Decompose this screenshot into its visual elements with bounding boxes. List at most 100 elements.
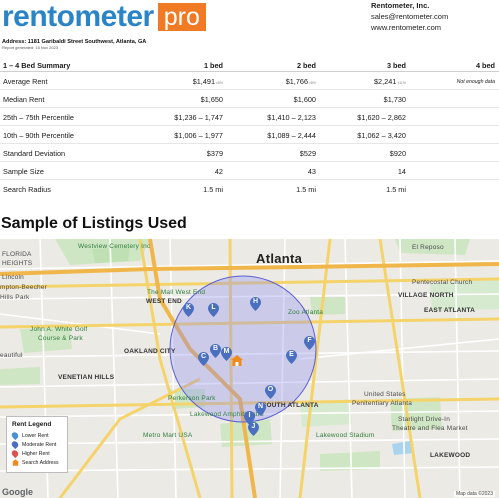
search-address-house-icon[interactable] xyxy=(231,355,243,366)
table-row: 10th – 90th Percentile $1,006 – 1,977 $1… xyxy=(0,126,499,144)
cell-2bed: $1,089 – 2,444 xyxy=(267,131,316,140)
rentometer-logo: rentometer pro xyxy=(2,2,206,32)
cell-3bed: $2,241±11% xyxy=(374,77,406,86)
pin-label: N xyxy=(257,403,264,410)
row-label: 10th – 90th Percentile xyxy=(3,131,74,140)
pin-label: C xyxy=(200,353,207,360)
google-logo: Google xyxy=(2,487,33,497)
map-label-lakewood-heights: LAKEWOOD xyxy=(430,452,471,459)
listing-pin[interactable]: B xyxy=(210,344,221,358)
table-header-4bed: 4 bed xyxy=(475,61,495,70)
map-label-hills-park: Hills Park xyxy=(0,294,30,301)
map-pin-icon xyxy=(221,347,232,361)
legend-label: Moderate Rent xyxy=(22,441,57,448)
map-label-el-reposo: El Reposo xyxy=(412,244,444,251)
cell-2bed: $529 xyxy=(299,149,316,158)
pin-label: L xyxy=(211,304,216,311)
pin-label: E xyxy=(289,351,294,358)
cell-margin: ±8% xyxy=(216,81,223,85)
legend-label: Lower Rent xyxy=(22,432,49,439)
map-label-starlight: Starlight Drive-In xyxy=(398,416,451,423)
pin-label: H xyxy=(252,298,259,305)
company-name: Rentometer, Inc. xyxy=(371,1,430,10)
pin-label: M xyxy=(223,348,230,355)
map-label-venetian-hills: VENETIAN HILLS xyxy=(58,374,115,381)
pin-label: J xyxy=(251,423,256,430)
report-address: Address: 1181 Garibaldi Street Southwest… xyxy=(2,39,147,45)
map-data-attribution[interactable]: Map data ©2023 xyxy=(453,491,495,497)
legend-item-moderate: Moderate Rent xyxy=(10,439,62,450)
pin-label: F xyxy=(307,337,312,344)
listing-pin[interactable]: M xyxy=(221,347,232,361)
listing-pin[interactable]: N xyxy=(255,402,266,416)
rent-summary-table: 1 – 4 Bed Summary 1 bed 2 bed 3 bed 4 be… xyxy=(0,58,499,198)
cell-2bed: 43 xyxy=(307,167,316,176)
row-label: Search Radius xyxy=(3,185,51,194)
map-pin-icon xyxy=(183,303,194,317)
map-pin-icon xyxy=(255,402,266,416)
table-row: Average Rent $1,491±8% $1,766±8% $2,241±… xyxy=(0,72,499,90)
cell-2bed: $1,600 xyxy=(293,95,316,104)
listing-pin[interactable]: K xyxy=(183,303,194,317)
moderate-rent-pin-icon xyxy=(10,439,20,450)
table-row: Sample Size 42 43 14 xyxy=(0,162,499,180)
listing-pin[interactable]: E xyxy=(286,350,297,364)
cell-1bed: $379 xyxy=(206,149,223,158)
company-info: Rentometer, Inc. sales@rentometer.com ww… xyxy=(371,0,448,33)
legend-title: Rent Legend xyxy=(12,421,52,428)
map-label-mall-west-end: The Mall West End xyxy=(147,289,206,296)
listing-pin[interactable]: J xyxy=(248,422,259,436)
listing-pin[interactable]: H xyxy=(250,297,261,311)
cell-value: $1,766 xyxy=(285,77,309,86)
map-label-east-atlanta: EAST ATLANTA xyxy=(424,307,476,314)
cell-2bed: 1.5 mi xyxy=(296,185,316,194)
map-label-starlight-2: Theatre and Flea Market xyxy=(392,425,468,432)
row-label: 25th – 75th Percentile xyxy=(3,113,74,122)
listing-pin[interactable]: L xyxy=(208,303,219,317)
cell-3bed: $1,730 xyxy=(383,95,406,104)
cell-3bed: 1.5 mi xyxy=(386,185,406,194)
listing-pin[interactable]: C xyxy=(198,352,209,366)
higher-rent-pin-icon xyxy=(10,448,20,459)
map-label-hampton: mpton-Beecher xyxy=(0,284,48,291)
company-website[interactable]: www.rentometer.com xyxy=(371,23,442,32)
table-header-2bed: 2 bed xyxy=(296,61,316,70)
cell-margin: ±11% xyxy=(397,81,406,85)
map-label-south-atlanta: SOUTH ATLANTA xyxy=(262,402,319,409)
cell-4bed: Not enough data xyxy=(456,79,495,85)
row-label: Average Rent xyxy=(3,77,48,86)
map-label-john-white: John A. White Golf xyxy=(30,326,88,333)
cell-2bed: $1,410 – 2,123 xyxy=(267,113,316,122)
map-label-course-park: Course & Park xyxy=(38,335,83,342)
map-label-lakewood-stadium: Lakewood Stadium xyxy=(316,432,375,439)
map-pin-icon xyxy=(210,344,221,358)
listing-pin[interactable]: O xyxy=(265,385,276,399)
legend-item-higher: Higher Rent xyxy=(10,448,62,459)
map-label-west-end: WEST END xyxy=(146,298,182,305)
listings-map[interactable]: Atlanta Westview Cemetery Inc El Reposo … xyxy=(0,239,499,498)
cell-3bed: $1,620 – 2,862 xyxy=(357,113,406,122)
cell-value: $1,491 xyxy=(192,77,216,86)
map-label-penitentiary-2: Penitentiary Atlanta xyxy=(352,400,413,407)
listing-pin[interactable]: F xyxy=(304,336,315,350)
logo-text: rentometer xyxy=(2,0,154,33)
map-pin-icon xyxy=(286,350,297,364)
pin-label: B xyxy=(212,345,219,352)
row-label: Standard Deviation xyxy=(3,149,66,158)
map-label-heights: HEIGHTS xyxy=(2,260,33,267)
map-pin-icon xyxy=(304,336,315,350)
listing-pin[interactable]: I xyxy=(244,411,255,425)
search-address-icon xyxy=(12,459,19,466)
table-header-summary: 1 – 4 Bed Summary xyxy=(3,61,71,70)
legend-label: Higher Rent xyxy=(22,450,50,457)
map-pin-icon xyxy=(265,385,276,399)
map-pin-icon xyxy=(248,422,259,436)
cell-1bed: $1,650 xyxy=(200,95,223,104)
company-email[interactable]: sales@rentometer.com xyxy=(371,12,449,21)
cell-1bed: $1,006 – 1,977 xyxy=(174,131,223,140)
cell-value: $2,241 xyxy=(374,77,397,86)
cell-3bed: 14 xyxy=(397,167,406,176)
map-label-metro-mart: Metro Mart USA xyxy=(143,432,193,439)
map-label-lincoln: Lincoln xyxy=(2,274,24,281)
map-pin-icon xyxy=(244,411,255,425)
